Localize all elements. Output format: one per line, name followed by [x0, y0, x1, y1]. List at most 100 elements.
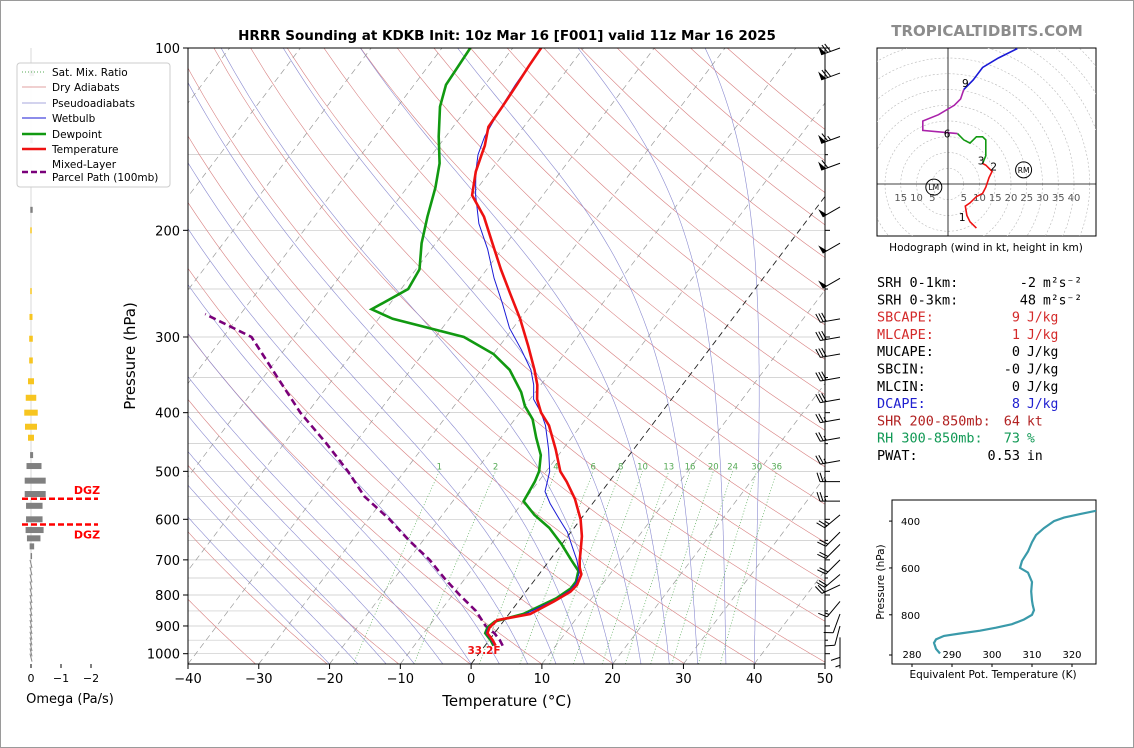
- barb-half: [823, 417, 827, 422]
- index-value: 8: [1012, 396, 1020, 412]
- y-tick-label: 300: [155, 331, 180, 346]
- legend-item-dry: Dry Adiabats: [22, 82, 120, 94]
- y-tick-label: 400: [155, 407, 180, 422]
- dry-adiabat: [188, 398, 471, 664]
- legend-label: Temperature: [51, 144, 119, 156]
- omega-stub: [29, 648, 33, 657]
- barb-half: [827, 135, 831, 141]
- barb-shaft: [820, 377, 841, 382]
- temperature-line: [470, 48, 584, 647]
- index-row: SBCAPE: 9 J/kg: [877, 310, 1058, 326]
- omega-bar: [30, 227, 32, 234]
- barb-full: [815, 331, 821, 341]
- x-tick-label: 20: [604, 672, 621, 687]
- theta-y-tick-label: 400: [901, 517, 920, 528]
- hodograph-ring-label: 20: [1005, 193, 1018, 204]
- pseudoadiabat: [188, 415, 415, 664]
- omega-stub: [29, 619, 33, 629]
- index-unit: J/kg: [1027, 345, 1058, 360]
- hodograph-height-label: 2: [990, 162, 997, 174]
- mixing-ratio-line: [650, 471, 714, 664]
- pseudoadiabat: [188, 451, 387, 664]
- wind-barb: [815, 371, 841, 382]
- barb-full: [821, 44, 829, 53]
- theta-x-tick-label: 280: [902, 650, 921, 661]
- barb-pennant: [818, 209, 828, 217]
- index-value: 48: [1020, 292, 1036, 308]
- wind-barb: [816, 514, 841, 529]
- theta-x-tick-label: 320: [1062, 650, 1081, 661]
- omega-bar: [24, 477, 46, 484]
- y-tick-label: 100: [155, 42, 180, 57]
- index-value: 0: [1012, 344, 1020, 360]
- hodograph-axes: 15 10 5 5 10 15 20 25 30 35 40: [877, 48, 1096, 236]
- index-value: 64: [1004, 413, 1020, 429]
- theta-e-line: [932, 509, 1096, 655]
- isotherm-line: [188, 48, 655, 664]
- barb-full: [816, 581, 825, 588]
- indices-table: SRH 0-1km: -2 m²s⁻² SRH 0-3km: 48 m²s⁻² SBCAPE…: [877, 275, 1082, 464]
- dry-adiabat: [188, 333, 543, 664]
- index-value: -0: [1004, 362, 1020, 378]
- y-tick-label: 800: [155, 589, 180, 604]
- dry-adiabat: [188, 464, 399, 664]
- barb-shaft: [820, 336, 841, 341]
- barb-full: [821, 371, 827, 381]
- dry-adiabat: [286, 48, 825, 543]
- barb-full: [816, 522, 825, 529]
- legend-label: Mixed-Layer: [52, 159, 117, 171]
- omega-bar: [28, 378, 34, 385]
- index-label: SRH 0-3km:: [877, 292, 958, 308]
- skewt-x-ticks: −40 −30 −20 −10 0 10 20 30 40 50: [174, 664, 833, 687]
- barb-pennant: [818, 46, 826, 55]
- dry-adiabat: [188, 598, 256, 664]
- mixing-ratio-line: [601, 471, 670, 664]
- barb-shaft: [820, 460, 841, 465]
- x-tick-label: 50: [817, 672, 834, 687]
- index-unit: m²s⁻²: [1043, 276, 1082, 291]
- barb-full: [830, 656, 841, 661]
- legend-label: Wetbulb: [52, 113, 96, 125]
- wind-barb: [815, 454, 841, 465]
- omega-stub: [29, 607, 33, 616]
- barb-full: [819, 567, 829, 573]
- index-value: 0.53: [987, 448, 1020, 464]
- barb-full: [821, 69, 829, 78]
- theta-y-tick-label: 600: [901, 564, 920, 575]
- y-tick-label: 200: [155, 224, 180, 239]
- y-tick-label: 500: [155, 465, 180, 480]
- index-row: MUCAPE: 0 J/kg: [877, 344, 1058, 360]
- hodograph-ring-label: 15: [894, 193, 907, 204]
- isotherm-line: [188, 48, 372, 291]
- omega-stub: [29, 559, 33, 568]
- hodograph-ring-label: 35: [1052, 193, 1065, 204]
- barb-shaft: [821, 47, 841, 56]
- hodograph-segment: [922, 89, 965, 135]
- mixing-ratio-labels: 1 2 4 6 8 10 13 16 20 24 30 36: [437, 462, 782, 472]
- wind-barb: [818, 206, 841, 218]
- barb-full: [815, 313, 821, 323]
- index-label: SBCAPE:: [877, 310, 934, 326]
- dry-adiabat: [323, 48, 825, 505]
- brand-watermark: TROPICALTIDBITS.COM: [891, 22, 1083, 40]
- mixing-ratio-line: [413, 471, 496, 664]
- index-unit: J/kg: [1027, 380, 1058, 395]
- hodograph-height-label: 6: [944, 129, 951, 141]
- index-row: SHR 200-850mb: 64 kt: [877, 413, 1043, 429]
- mixing-ratio-line: [573, 471, 643, 664]
- index-value: -2: [1020, 275, 1036, 291]
- index-row: SBCIN: -0 J/kg: [877, 362, 1058, 378]
- mixing-ratio-label: 4: [553, 462, 558, 472]
- barb-full: [821, 312, 827, 322]
- mixing-ratio-label: 10: [637, 462, 648, 472]
- barb-full: [818, 454, 824, 464]
- barb-full: [821, 393, 827, 402]
- pseudoadiabat: [188, 228, 528, 664]
- wind-barb: [818, 159, 841, 171]
- barb-shaft: [832, 613, 841, 633]
- x-tick-label: −30: [245, 672, 272, 687]
- index-row: DCAPE: 8 J/kg: [877, 396, 1058, 412]
- mixing-ratio-label: 13: [663, 462, 674, 472]
- barb-shaft: [821, 162, 841, 171]
- omega-bar: [25, 423, 37, 430]
